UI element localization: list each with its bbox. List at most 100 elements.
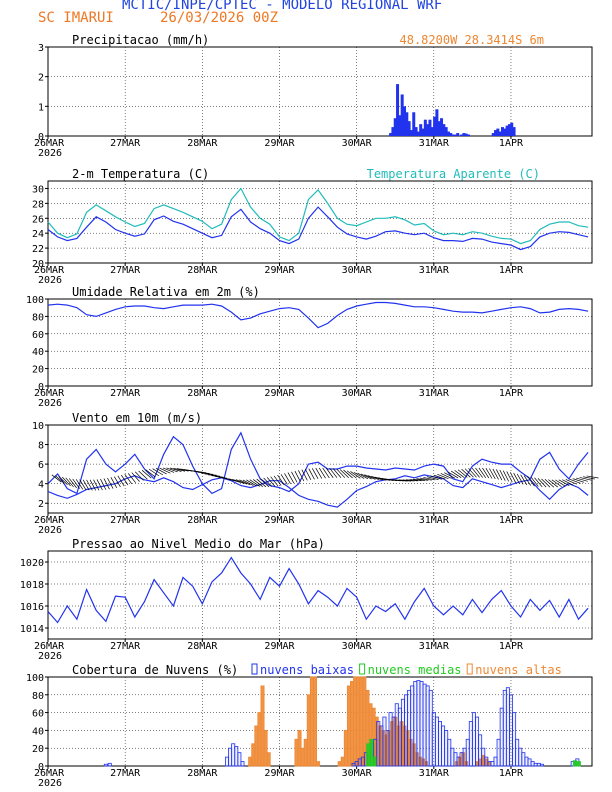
x-tick-label: 27MAR xyxy=(110,641,141,652)
wind-barb xyxy=(399,479,412,482)
precip-bar xyxy=(500,127,504,136)
wind-barb xyxy=(516,473,524,485)
wind-barb xyxy=(444,472,456,479)
wind-barb xyxy=(367,475,380,481)
precip-bar xyxy=(433,116,437,136)
panel-wind: 26MAR 27MAR 28MAR 29MAR 30MAR 31MAR 1APR 2026 2 4… xyxy=(32,411,599,536)
precip-bar xyxy=(402,106,406,136)
y-tick-label: 2 xyxy=(38,499,44,510)
x-tick-label: 29MAR xyxy=(264,265,295,276)
y-tick-label: 10 xyxy=(32,421,44,432)
precip-bar xyxy=(464,133,468,136)
wind-barb xyxy=(110,477,118,489)
x-tick-label: 31MAR xyxy=(419,138,450,149)
wind-barb xyxy=(246,479,257,487)
y-tick-label: 0 xyxy=(38,382,44,393)
wind-barb xyxy=(464,468,474,478)
wind-barb xyxy=(502,470,510,482)
wind-barb xyxy=(475,467,483,478)
wind-barb xyxy=(204,473,217,476)
wind-barb xyxy=(277,474,285,486)
panel-title: Pressao ao Nivel Medio do Mar (hPa) xyxy=(72,537,325,551)
wind-barb xyxy=(548,479,559,488)
wind-barb xyxy=(249,479,260,487)
main-title: MCTIC/INPE/CPTEC - MODELO REGIONAL WRF xyxy=(122,0,443,13)
wind-barb xyxy=(520,474,528,486)
temp-series-line-0 xyxy=(47,206,589,251)
panel-title: Vento em 10m (m/s) xyxy=(72,411,202,425)
wind-barb xyxy=(242,479,254,486)
wind-barb xyxy=(65,477,74,488)
wind-barb xyxy=(253,479,264,487)
wind-barb xyxy=(86,479,93,491)
wind-barb xyxy=(152,468,163,476)
wind-barb xyxy=(305,468,312,480)
wind-barb xyxy=(523,475,531,486)
wind-barb xyxy=(447,471,459,479)
precip-bar xyxy=(430,127,434,136)
panel-frame xyxy=(47,46,593,137)
cloud-bar-nuvens-baixas xyxy=(237,752,242,767)
wind-barb xyxy=(332,468,342,478)
x-tick-label: 1APR xyxy=(499,138,524,149)
precip-bar xyxy=(512,127,516,136)
panel-pressure: 26MAR 27MAR 28MAR 29MAR 30MAR 31MAR 1APR 2026 10… xyxy=(20,537,593,662)
panel-title: Umidade Relativa em 2m (%) xyxy=(72,285,260,299)
wind-barb xyxy=(430,475,442,480)
cloud-legend-swatch xyxy=(359,663,366,675)
x-tick-label: 30MAR xyxy=(342,515,373,526)
wind-barb xyxy=(371,476,383,481)
wind-barb xyxy=(173,467,186,472)
wind-barb xyxy=(353,471,365,479)
y-tick-label: 80 xyxy=(32,691,44,702)
precip-bar xyxy=(449,133,453,136)
humidity-series-line-0 xyxy=(47,301,589,329)
y-tick-label: 1014 xyxy=(20,624,44,635)
year-label: 2026 xyxy=(38,651,62,662)
x-tick-label: 1APR xyxy=(499,515,524,526)
y-tick-label: 8 xyxy=(38,441,44,452)
wind-barb xyxy=(492,468,499,480)
wind-barb xyxy=(284,473,291,484)
wind-barb xyxy=(325,467,334,478)
x-tick-label: 26MAR xyxy=(34,641,65,652)
x-tick-label: 27MAR xyxy=(110,768,141,779)
wind-barb xyxy=(461,468,471,478)
x-tick-label: 1APR xyxy=(499,768,524,779)
wind-barb xyxy=(482,467,490,479)
wind-barb xyxy=(406,479,419,482)
x-tick-label: 30MAR xyxy=(342,138,373,149)
wind-barb xyxy=(166,467,178,473)
precip-bar xyxy=(446,131,450,136)
cloud-bar-nuvens-altas xyxy=(260,685,265,767)
cloud-bar-nuvens-medias xyxy=(372,756,377,767)
wind-barb xyxy=(544,479,555,488)
y-tick-label: 1 xyxy=(38,102,44,113)
wind-barb xyxy=(75,479,84,490)
wind-barb xyxy=(336,468,346,478)
x-tick-label: 31MAR xyxy=(419,641,450,652)
wind-barb xyxy=(270,476,279,487)
wind-barb xyxy=(294,470,301,482)
wind-barb xyxy=(124,474,133,485)
wind-barb xyxy=(409,479,422,482)
y-tick-label: 28 xyxy=(32,199,44,210)
wind-barb xyxy=(201,472,214,475)
x-tick-label: 27MAR xyxy=(110,265,141,276)
wind-barb xyxy=(311,468,319,479)
precip-bar xyxy=(503,128,507,136)
wind-barb xyxy=(162,467,175,473)
cloud-bar-nuvens-medias xyxy=(369,738,374,767)
wind-barb xyxy=(169,467,182,472)
panel-clouds: 26MAR 27MAR 28MAR 29MAR 30MAR 31MAR 1APR 2026 0 2… xyxy=(26,663,593,789)
wind-barb xyxy=(357,472,369,480)
y-tick-label: 4 xyxy=(38,480,44,491)
wind-barb xyxy=(298,470,305,482)
year-label: 2026 xyxy=(38,398,62,409)
wind-barb xyxy=(68,478,77,489)
y-tick-label: 0 xyxy=(38,762,44,773)
y-tick-label: 22 xyxy=(32,244,44,255)
precip-bar xyxy=(426,124,430,136)
wind-barb xyxy=(239,479,251,486)
